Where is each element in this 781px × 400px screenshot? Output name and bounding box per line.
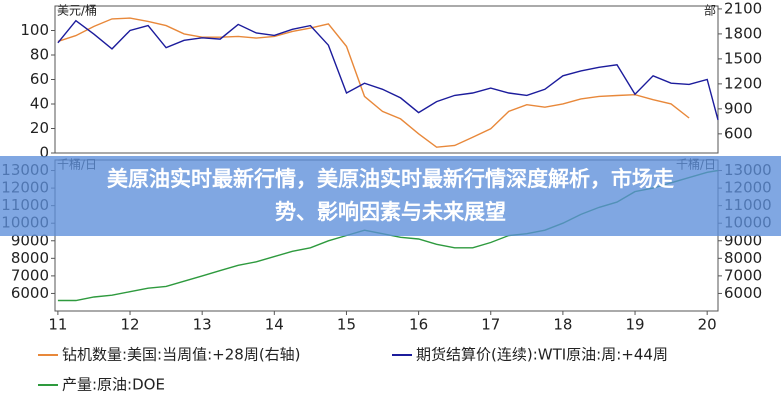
legend-label: 钻机数量:美国:当周值:+28周(右轴) xyxy=(62,346,301,364)
banner-line: 美原油实时最新行情，美原油实时最新行情深度解析，市场走 xyxy=(107,167,674,191)
x-tick-label: 13 xyxy=(193,316,212,334)
plot-frame xyxy=(54,5,719,154)
y-tick-label: 100 xyxy=(20,21,49,39)
y-tick-label: 60 xyxy=(30,70,49,88)
legend-label: 期货结算价(连续):WTI原油:周:+44周 xyxy=(416,346,668,364)
y2-axis-label: 部 xyxy=(704,3,716,18)
y-axis-label: 美元/桶 xyxy=(57,3,97,18)
y-tick-label: 6000 xyxy=(11,284,49,302)
x-tick-label: 12 xyxy=(120,316,139,334)
series-line xyxy=(57,19,719,121)
y2-tick-label: 900 xyxy=(724,99,753,117)
y2-tick-label: 8000 xyxy=(724,249,762,267)
banner: 美原油实时最新行情，美原油实时最新行情深度解析，市场走 势、影响因素与未来展望 xyxy=(0,156,781,236)
y2-tick-label: 1800 xyxy=(724,24,762,42)
x-tick-label: 18 xyxy=(553,316,572,334)
y-tick-label: 0 xyxy=(39,144,49,162)
y-tick-label: 8000 xyxy=(11,249,49,267)
y-tick-label: 80 xyxy=(30,46,49,64)
x-tick-label: 11 xyxy=(48,316,67,334)
x-tick-label: 16 xyxy=(409,316,428,334)
y2-tick-label: 1200 xyxy=(724,74,762,92)
y2-tick-label: 2100 xyxy=(724,0,762,17)
x-tick-label: 14 xyxy=(265,316,284,334)
series-line xyxy=(57,17,690,148)
x-tick-label: 17 xyxy=(481,316,500,334)
y-tick-label: 7000 xyxy=(11,266,49,284)
y-tick-label: 20 xyxy=(30,119,49,137)
x-tick-label: 15 xyxy=(337,316,356,334)
x-tick-label: 20 xyxy=(698,316,717,334)
x-tick-label: 19 xyxy=(625,316,644,334)
y2-tick-label: 1500 xyxy=(724,49,762,67)
y2-tick-label: 7000 xyxy=(724,266,762,284)
legend-label: 产量:原油:DOE xyxy=(62,376,165,394)
banner-line: 势、影响因素与未来展望 xyxy=(275,200,506,224)
y2-tick-label: 600 xyxy=(724,124,753,142)
y2-tick-label: 6000 xyxy=(724,284,762,302)
y-tick-label: 40 xyxy=(30,95,49,113)
